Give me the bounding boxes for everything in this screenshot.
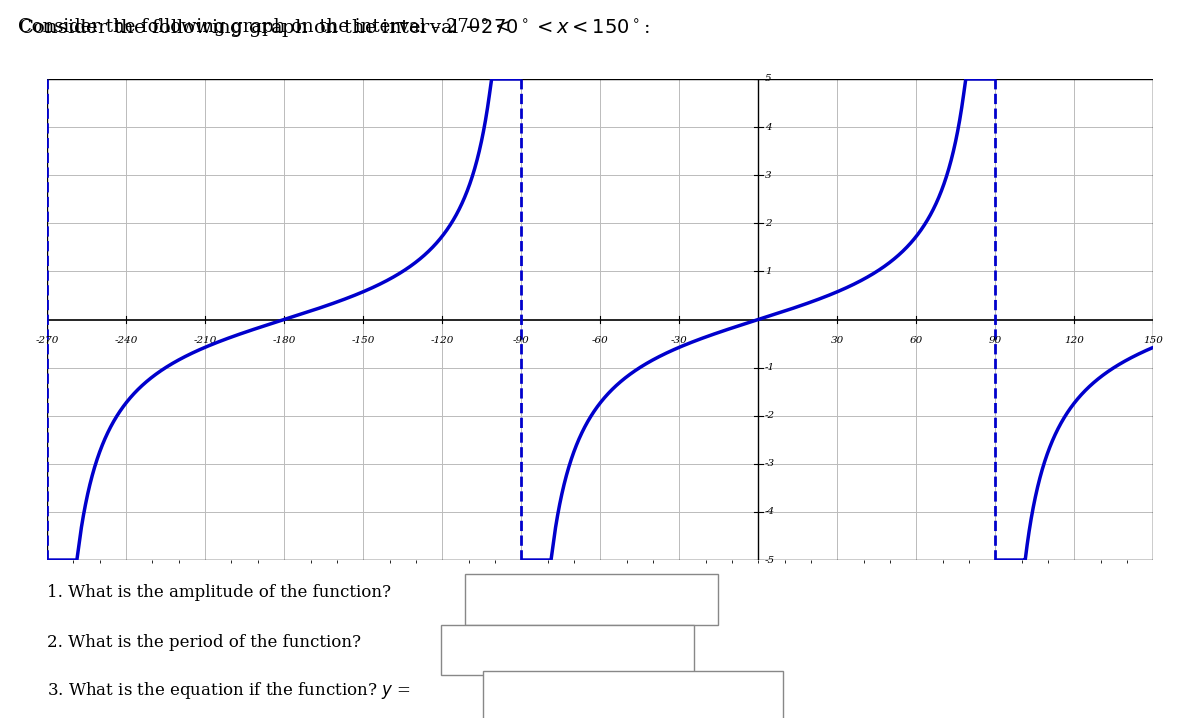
Text: 150: 150 xyxy=(1144,336,1163,345)
Text: -30: -30 xyxy=(671,336,687,345)
Text: 120: 120 xyxy=(1064,336,1084,345)
Text: Consider the following graph on the interval $-270^\circ < x < 150^\circ$:: Consider the following graph on the inte… xyxy=(18,18,650,41)
Text: -3: -3 xyxy=(765,460,774,468)
Text: -90: -90 xyxy=(513,336,530,345)
Text: -210: -210 xyxy=(193,336,217,345)
Text: 90: 90 xyxy=(989,336,1002,345)
Text: -270: -270 xyxy=(35,336,59,345)
Text: -60: -60 xyxy=(592,336,609,345)
Text: -150: -150 xyxy=(352,336,375,345)
Text: 3: 3 xyxy=(765,171,772,180)
Text: 2. What is the period of the function?: 2. What is the period of the function? xyxy=(47,634,361,651)
Text: -1: -1 xyxy=(765,363,774,372)
Text: 60: 60 xyxy=(910,336,923,345)
Text: -4: -4 xyxy=(765,508,774,516)
Text: 30: 30 xyxy=(831,336,844,345)
Text: 2: 2 xyxy=(765,219,772,228)
Text: -5: -5 xyxy=(765,556,774,564)
Text: Consider the following graph on the interval – 270° <: Consider the following graph on the inte… xyxy=(18,18,516,36)
Text: 1: 1 xyxy=(765,267,772,276)
Text: -240: -240 xyxy=(114,336,138,345)
Text: 4: 4 xyxy=(765,123,772,131)
Text: -2: -2 xyxy=(765,411,774,420)
Text: 5: 5 xyxy=(765,75,772,83)
Text: 1. What is the amplitude of the function?: 1. What is the amplitude of the function… xyxy=(47,584,391,601)
Text: 3. What is the equation if the function? $y$ =: 3. What is the equation if the function?… xyxy=(47,680,411,701)
Text: -180: -180 xyxy=(272,336,295,345)
Text: -120: -120 xyxy=(431,336,454,345)
